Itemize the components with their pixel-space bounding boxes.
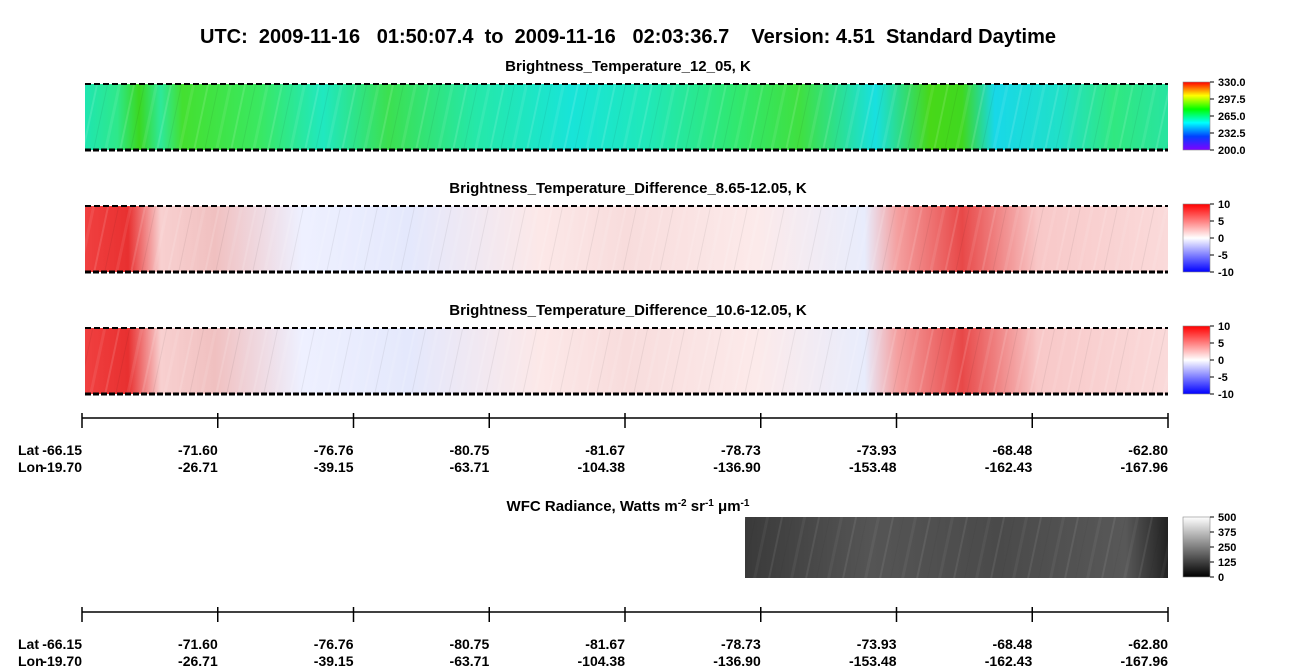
- lon-tick-label: -63.71: [450, 653, 490, 667]
- lon-tick-label: -153.48: [849, 459, 897, 475]
- colorbar-tick-label: 0: [1218, 572, 1224, 584]
- lon-tick-label: -104.38: [578, 459, 626, 475]
- lat-tick-label: -81.67: [585, 636, 625, 652]
- title-part: -2: [678, 498, 687, 509]
- lat-tick-label: -73.93: [857, 442, 897, 458]
- lon-tick-label: -63.71: [450, 459, 490, 475]
- colorbar-tick-label: 10: [1218, 199, 1230, 211]
- lat-tick-label: -78.73: [721, 442, 761, 458]
- title-part: -1: [705, 498, 714, 509]
- lat-tick-label: -66.15: [42, 636, 82, 652]
- panel-texture: [85, 206, 1168, 272]
- panel-texture: [85, 84, 1168, 150]
- lat-tick-label: -62.80: [1128, 442, 1168, 458]
- lat-tick-label: -68.48: [993, 442, 1033, 458]
- lat-tick-label: -62.80: [1128, 636, 1168, 652]
- colorbar-tick-label: -10: [1218, 267, 1234, 279]
- lon-tick-label: -19.70: [42, 653, 82, 667]
- lon-tick-label: -26.71: [178, 459, 218, 475]
- panel-texture: [85, 328, 1168, 394]
- colorbar: [1182, 516, 1211, 578]
- lon-tick-label: -153.48: [849, 653, 897, 667]
- colorbar-tick-label: 265.0: [1218, 111, 1246, 123]
- panel-title: Brightness_Temperature_12_05, K: [505, 58, 751, 75]
- colorbar-tick-label: 0: [1218, 233, 1224, 245]
- lon-tick-label: -162.43: [985, 653, 1033, 667]
- colorbar-tick-label: 0: [1218, 355, 1224, 367]
- lon-tick-label: -39.15: [314, 459, 354, 475]
- lat-label: Lat: [18, 442, 39, 458]
- panel-title: Brightness_Temperature_Difference_10.6-1…: [449, 302, 807, 319]
- colorbar-tick-label: 500: [1218, 512, 1236, 524]
- lat-tick-label: -81.67: [585, 442, 625, 458]
- lat-tick-label: -71.60: [178, 636, 218, 652]
- title-part: sr: [687, 498, 706, 515]
- colorbar: [1182, 325, 1211, 395]
- lon-tick-label: -136.90: [713, 653, 761, 667]
- lat-tick-label: -73.93: [857, 636, 897, 652]
- lat-tick-label: -80.75: [450, 442, 490, 458]
- wfc-texture: [745, 517, 1168, 578]
- lon-tick-label: -167.96: [1121, 653, 1169, 667]
- colorbar-tick-label: -5: [1218, 250, 1228, 262]
- colorbar-tick-label: 330.0: [1218, 77, 1246, 89]
- lat-tick-label: -71.60: [178, 442, 218, 458]
- lat-tick-label: -80.75: [450, 636, 490, 652]
- colorbar-tick-label: 232.5: [1218, 128, 1246, 140]
- colorbar: [1182, 81, 1211, 151]
- colorbar-tick-label: 10: [1218, 321, 1230, 333]
- colorbar-tick-label: 5: [1218, 216, 1224, 228]
- lon-label: Lon: [18, 653, 44, 667]
- lat-tick-label: -68.48: [993, 636, 1033, 652]
- colorbar: [1182, 203, 1211, 273]
- lon-tick-label: -26.71: [178, 653, 218, 667]
- colorbar-tick-label: 200.0: [1218, 145, 1246, 157]
- panel-title: WFC Radiance, Watts m-2 sr-1 μm-1: [507, 498, 750, 516]
- colorbar-tick-label: 5: [1218, 338, 1224, 350]
- title-part: -1: [741, 498, 750, 509]
- colorbar-tick-label: 250: [1218, 542, 1236, 554]
- colorbar-tick-label: 297.5: [1218, 94, 1246, 106]
- panel-title: Brightness_Temperature_Difference_8.65-1…: [449, 180, 807, 197]
- lon-tick-label: -162.43: [985, 459, 1033, 475]
- colorbar-tick-label: 375: [1218, 527, 1236, 539]
- lat-label: Lat: [18, 636, 39, 652]
- lon-label: Lon: [18, 459, 44, 475]
- colorbar-tick-label: -5: [1218, 372, 1228, 384]
- title-part: μm: [714, 498, 741, 515]
- lon-tick-label: -19.70: [42, 459, 82, 475]
- main-title: UTC: 2009-11-16 01:50:07.4 to 2009-11-16…: [200, 26, 1056, 48]
- lon-tick-label: -136.90: [713, 459, 761, 475]
- lon-tick-label: -39.15: [314, 653, 354, 667]
- colorbar-tick-label: 125: [1218, 557, 1236, 569]
- lat-tick-label: -78.73: [721, 636, 761, 652]
- lon-tick-label: -104.38: [578, 653, 626, 667]
- lon-tick-label: -167.96: [1121, 459, 1169, 475]
- title-part: WFC Radiance, Watts m: [507, 498, 678, 515]
- lat-tick-label: -66.15: [42, 442, 82, 458]
- lat-tick-label: -76.76: [314, 442, 354, 458]
- colorbar-tick-label: -10: [1218, 389, 1234, 401]
- lat-tick-label: -76.76: [314, 636, 354, 652]
